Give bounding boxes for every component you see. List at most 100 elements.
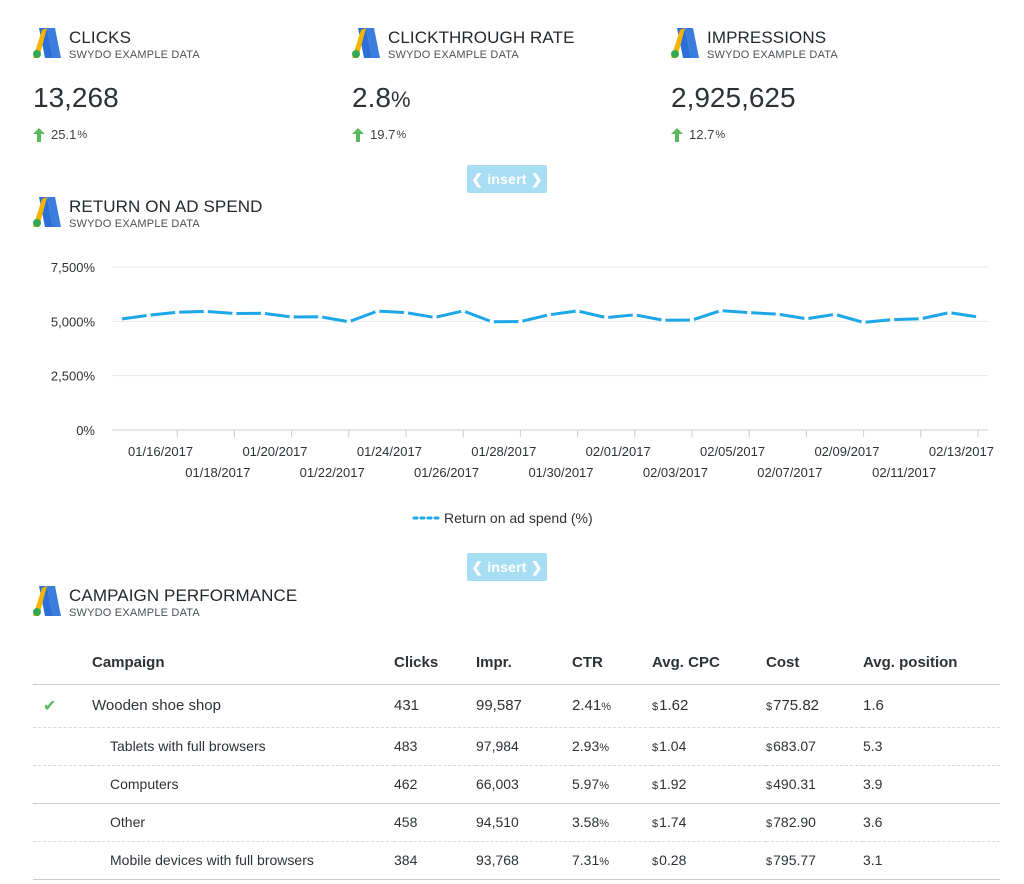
cell-clicks: 384	[394, 840, 476, 880]
data-point[interactable]	[489, 319, 494, 324]
arrow-up-icon	[33, 127, 45, 142]
x-tick-label: 02/11/2017	[872, 465, 936, 480]
x-tick-label: 02/01/2017	[586, 444, 651, 459]
data-point[interactable]	[861, 320, 866, 325]
table-row: Other 458 94,510 3.58% $1.74 $782.90 3.6	[33, 802, 1000, 841]
cell-ctr: 7.31%	[572, 840, 652, 880]
x-tick-label: 02/13/2017	[929, 444, 994, 459]
section-subtitle: SWYDO EXAMPLE DATA	[69, 607, 200, 619]
x-tick-label: 02/07/2017	[757, 465, 822, 480]
data-point[interactable]	[461, 308, 466, 314]
cell-clicks: 431	[394, 697, 420, 714]
data-point[interactable]	[260, 311, 266, 316]
chart-x-ticks: 01/16/2017 01/20/2017 01/24/2017 01/28/2017…	[128, 430, 994, 480]
data-point[interactable]	[432, 315, 437, 320]
checkmark-icon: ✔	[43, 697, 57, 715]
header-impressions[interactable]: Impr.	[476, 642, 572, 685]
data-point[interactable]	[804, 316, 809, 321]
header-clicks[interactable]: Clicks	[394, 642, 476, 685]
adwords-logo-icon	[33, 197, 61, 227]
data-point[interactable]	[975, 314, 981, 320]
cell-avg-position: 3.9	[863, 764, 1000, 803]
cell-impressions: 66,003	[476, 764, 572, 803]
cell-cost: $782.90	[766, 802, 863, 841]
kpi-delta: 19.7%	[352, 127, 652, 142]
chevron-right-icon: ❯	[526, 170, 543, 187]
table-row[interactable]: ✔ Wooden shoe shop 431 99,587 2.41% $1.6…	[33, 684, 1000, 727]
data-point[interactable]	[546, 312, 552, 318]
data-point[interactable]	[175, 310, 180, 315]
data-point[interactable]	[575, 308, 580, 314]
data-point[interactable]	[747, 310, 752, 315]
chart-legend[interactable]: Return on ad spend (%)	[412, 510, 593, 526]
data-point[interactable]	[117, 316, 123, 322]
kpi-subtitle: SWYDO EXAMPLE DATA	[707, 49, 838, 61]
data-point[interactable]	[947, 310, 952, 315]
insert-button[interactable]: ❮ insert ❯	[467, 553, 547, 581]
x-tick-label: 01/20/2017	[242, 444, 307, 459]
data-point[interactable]	[232, 311, 237, 316]
data-point[interactable]	[890, 317, 895, 322]
x-tick-label: 02/09/2017	[814, 444, 879, 459]
x-tick-label: 01/18/2017	[185, 465, 250, 480]
x-tick-label: 01/22/2017	[300, 465, 365, 480]
cell-avg-position: 3.6	[863, 802, 1000, 841]
cell-avg-cpc: $1.92	[652, 764, 766, 803]
table-row: Tablets with full browsers 483 97,984 2.…	[33, 726, 1000, 765]
data-point[interactable]	[203, 309, 208, 314]
cell-avg-position: 5.3	[863, 726, 1000, 765]
data-point[interactable]	[918, 316, 923, 321]
arrow-up-icon	[352, 127, 364, 142]
data-point[interactable]	[775, 311, 780, 317]
cell-clicks: 458	[394, 802, 476, 841]
data-point[interactable]	[403, 310, 409, 315]
data-point[interactable]	[661, 318, 666, 323]
data-point[interactable]	[318, 314, 323, 319]
data-point[interactable]	[689, 317, 695, 323]
chart-series	[117, 308, 981, 325]
roas-header: RETURN ON AD SPEND SWYDO EXAMPLE DATA	[33, 197, 263, 231]
header-cost[interactable]: Cost	[766, 642, 863, 685]
data-point[interactable]	[518, 319, 523, 324]
insert-label: insert	[487, 559, 527, 575]
insert-label: insert	[487, 171, 527, 187]
kpi-title: IMPRESSIONS	[707, 28, 827, 47]
arrow-up-icon	[671, 127, 683, 142]
data-point[interactable]	[604, 315, 609, 320]
campaign-header: CAMPAIGN PERFORMANCE SWYDO EXAMPLE DATA	[33, 586, 297, 620]
cell-ctr: 2.41%	[572, 697, 611, 714]
x-tick-label: 01/30/2017	[528, 465, 593, 480]
legend-label: Return on ad spend (%)	[444, 510, 593, 526]
table-row: Mobile devices with full browsers 384 93…	[33, 840, 1000, 880]
data-point[interactable]	[289, 314, 294, 320]
row-label: Mobile devices with full browsers	[92, 840, 394, 880]
kpi-subtitle: SWYDO EXAMPLE DATA	[388, 49, 519, 61]
header-avg-position[interactable]: Avg. position	[863, 642, 1000, 685]
data-point[interactable]	[375, 308, 380, 314]
x-tick-label: 01/28/2017	[471, 444, 536, 459]
insert-button[interactable]: ❮ insert ❯	[467, 165, 547, 193]
campaign-name: Wooden shoe shop	[92, 697, 221, 714]
campaign-table: Campaign Clicks Impr. CTR Avg. CPC Cost …	[33, 642, 1000, 880]
header-campaign[interactable]: Campaign	[92, 642, 394, 685]
data-point[interactable]	[832, 312, 838, 317]
cell-avg-cpc: $1.62	[652, 697, 689, 714]
data-point[interactable]	[632, 312, 637, 318]
header-ctr[interactable]: CTR	[572, 642, 652, 685]
section-title: CAMPAIGN PERFORMANCE	[69, 586, 298, 605]
kpi-value: 2.8%	[352, 82, 411, 113]
header-checkbox-col	[33, 642, 92, 685]
cell-cost: $683.07	[766, 726, 863, 765]
adwords-logo-icon	[671, 28, 699, 58]
x-tick-label: 02/03/2017	[643, 465, 708, 480]
kpi-subtitle: SWYDO EXAMPLE DATA	[69, 49, 200, 61]
header-avg-cpc[interactable]: Avg. CPC	[652, 642, 766, 685]
data-point[interactable]	[146, 313, 151, 318]
kpi-delta: 12.7%	[671, 127, 971, 142]
kpi-impressions: IMPRESSIONS SWYDO EXAMPLE DATA 2,925,625…	[671, 28, 971, 142]
data-point[interactable]	[718, 308, 723, 313]
row-label: Computers	[92, 764, 394, 803]
chart-y-ticks: 0% 2,500% 5,000% 7,500%	[51, 260, 96, 438]
cell-cost: $490.31	[766, 764, 863, 803]
data-point[interactable]	[346, 319, 351, 324]
